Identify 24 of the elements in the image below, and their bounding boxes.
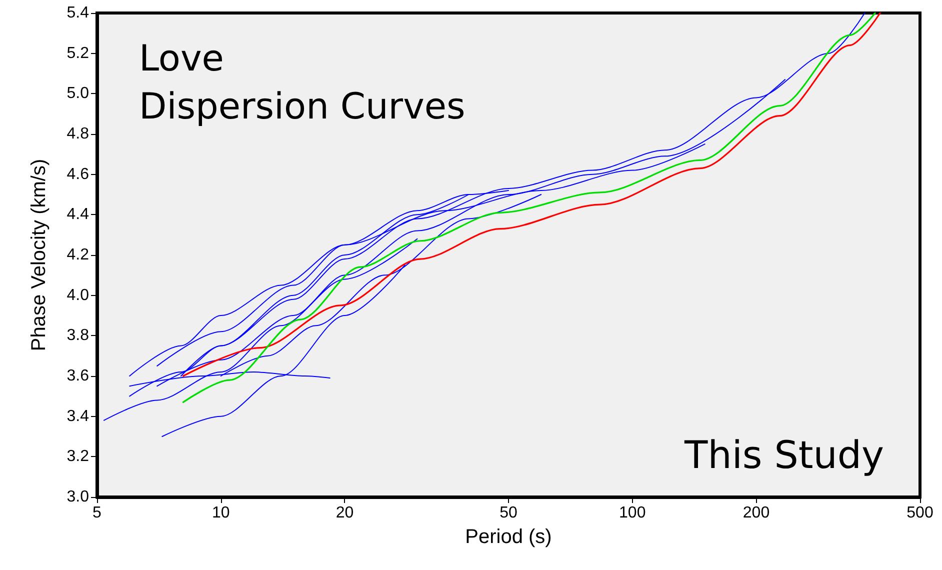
y-tick-label: 5.2	[66, 44, 90, 62]
x-tick-label: 50	[500, 504, 518, 522]
x-tick-label: 100	[619, 504, 646, 522]
x-tick-label: 200	[742, 504, 770, 522]
y-tick-label: 4.0	[66, 286, 90, 304]
y-tick-label: 4.6	[66, 166, 90, 183]
y-tick-label: 4.4	[66, 206, 90, 224]
y-tick-label: 3.0	[66, 488, 90, 506]
x-tick-label: 5	[92, 504, 102, 522]
y-tick-label: 4.8	[66, 126, 90, 142]
x-tick-label: 10	[212, 504, 230, 522]
x-tick-label: 20	[336, 504, 354, 522]
text: Love Dispersion Curves	[139, 38, 466, 128]
y-tick-label: 5.0	[66, 85, 90, 102]
x-axis-title: Period (s)	[465, 526, 552, 548]
y-tick-label: 3.8	[66, 327, 90, 344]
x-tick-label: 500	[906, 504, 934, 522]
y-tick-label: 4.2	[66, 246, 90, 264]
annotation: This Study	[684, 433, 884, 477]
y-tick-label: 3.4	[66, 408, 90, 425]
y-tick-label: 3.2	[66, 448, 90, 466]
y-axis-title: Phase Velocity (km/s)	[28, 158, 50, 352]
y-tick-label: 3.6	[66, 368, 90, 384]
y-tick-label: 5.4	[66, 4, 90, 22]
